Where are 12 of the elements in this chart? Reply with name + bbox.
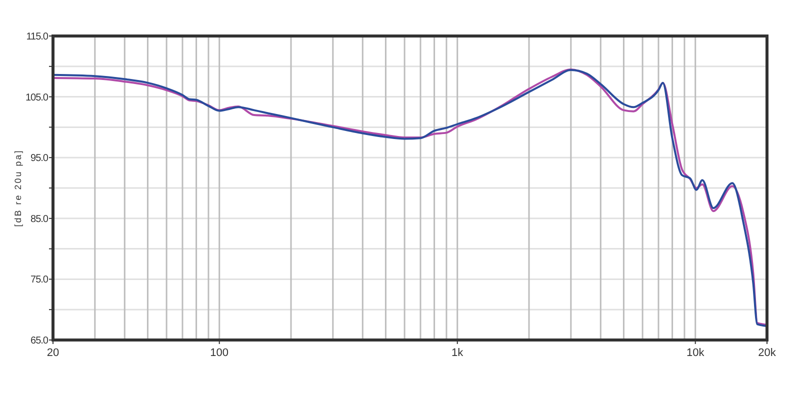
y-tick-label: 75.0 (30, 274, 49, 286)
y-tick-label: 85.0 (30, 214, 49, 225)
y-tick-label: 65.0 (30, 336, 49, 346)
y-tick-label: 95.0 (30, 153, 49, 164)
y-axis-title: [dB re 20u pa] (13, 149, 23, 227)
x-tick-label: 100 (210, 347, 229, 359)
x-tick-label: 20 (46, 347, 60, 359)
y-tick-label: 105.0 (25, 92, 49, 104)
y-tick-label: 115.0 (26, 32, 49, 42)
x-tick-label: 20k (758, 347, 776, 359)
x-tick-label: 10k (686, 347, 705, 359)
x-tick-label: 1k (452, 347, 464, 359)
